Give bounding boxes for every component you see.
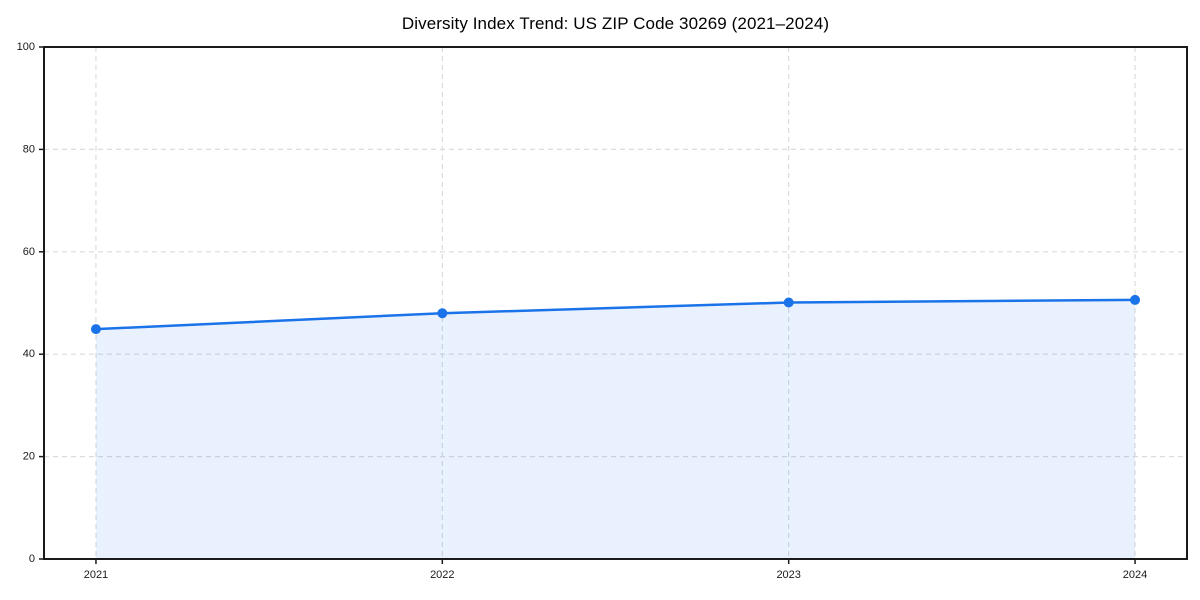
x-tick-label: 2021 xyxy=(84,569,108,581)
data-point xyxy=(90,324,101,335)
y-tick-label: 0 xyxy=(29,553,35,565)
y-tick-label: 20 xyxy=(23,451,35,463)
plot-border xyxy=(43,46,1188,560)
y-tick-label: 40 xyxy=(23,348,35,360)
area-fill xyxy=(95,299,1136,559)
x-tick-label: 2024 xyxy=(1123,569,1147,581)
x-tick-labels: 2021 2022 2023 2024 xyxy=(84,569,1148,581)
data-point xyxy=(437,308,448,319)
chart-title: Diversity Index Trend: US ZIP Code 30269… xyxy=(401,14,830,33)
axis-ticks xyxy=(39,46,1136,564)
x-tick-label: 2022 xyxy=(430,569,454,581)
trend-line xyxy=(94,298,1137,331)
data-point-markers xyxy=(90,294,1141,335)
data-point xyxy=(1130,294,1141,305)
y-tick-label: 80 xyxy=(23,143,35,155)
x-tick-label: 2023 xyxy=(776,569,800,581)
y-tick-labels: 0 20 40 60 80 100 xyxy=(17,41,35,565)
data-point xyxy=(783,297,794,308)
y-tick-label: 100 xyxy=(17,41,35,53)
y-tick-label: 60 xyxy=(23,246,35,258)
